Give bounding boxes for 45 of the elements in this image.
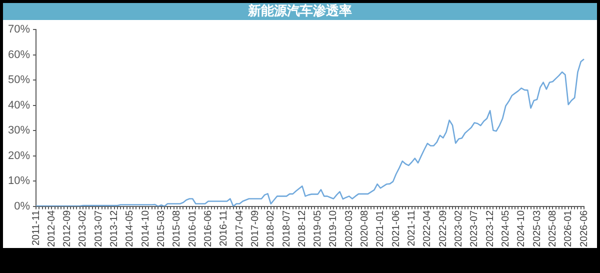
x-tick-label: 2023-07 [469, 210, 480, 248]
y-tick-label: 10% [8, 175, 30, 188]
x-tick-label: 2022-09 [438, 210, 449, 248]
x-tick-label: 2023-02 [453, 210, 464, 248]
y-tick-label: 60% [8, 48, 30, 61]
x-tick-label: 2016-01 [187, 210, 198, 248]
y-tick-label: 50% [8, 74, 30, 86]
x-tick-label: 2020-03 [344, 210, 355, 248]
x-tick-label: 2017-09 [250, 210, 261, 248]
x-tick-label: 2019-10 [328, 210, 340, 248]
y-tick-label: 20% [8, 150, 30, 162]
y-tick-label: 0% [14, 200, 30, 212]
x-tick-label: 2021-06 [390, 210, 402, 248]
x-tick-label: 2011-11 [30, 210, 42, 246]
x-tick-label: 2013-02 [78, 210, 89, 248]
x-tick-label: 2021-11 [406, 210, 418, 246]
x-tick-label: 2023-12 [484, 210, 496, 248]
x-tick-label: 2024-05 [500, 210, 512, 248]
x-tick-label: 2026-06 [578, 210, 590, 248]
y-tick-label: 30% [8, 124, 30, 137]
x-tick-label: 2022-04 [422, 210, 434, 248]
x-tick-label: 2025-03 [532, 210, 543, 248]
y-tick-label: 40% [8, 99, 30, 112]
x-tick-label: 2014-05 [124, 210, 136, 248]
x-tick-label: 2019-05 [312, 210, 324, 248]
x-tick-label: 2026-01 [563, 210, 574, 248]
x-tick-label: 2018-02 [266, 210, 277, 248]
x-tick-label: 2012-04 [46, 210, 58, 248]
x-tick-label: 2015-08 [172, 210, 183, 248]
x-tick-label: 2014-10 [140, 210, 152, 248]
x-tick-label: 2020-08 [360, 210, 371, 248]
x-tick-label: 2018-12 [296, 210, 308, 248]
x-tick-label: 2015-03 [156, 210, 168, 248]
x-tick-label: 2012-09 [62, 210, 74, 248]
x-tick-label: 2016-11 [218, 210, 230, 246]
x-tick-label: 2013-07 [93, 210, 104, 248]
x-tick-label: 2018-07 [281, 210, 292, 248]
x-tick-label: 2013-12 [109, 210, 120, 248]
x-tick-label: 2017-04 [234, 210, 246, 248]
x-tick-label: 2024-10 [516, 210, 528, 248]
x-tick-label: 2025-08 [547, 210, 558, 248]
chart-title: 新能源汽车渗透率 [3, 3, 597, 20]
x-tick-label: 2021-01 [375, 210, 386, 248]
x-tick-label: 2016-06 [202, 210, 214, 248]
y-tick-label: 70% [8, 24, 30, 36]
